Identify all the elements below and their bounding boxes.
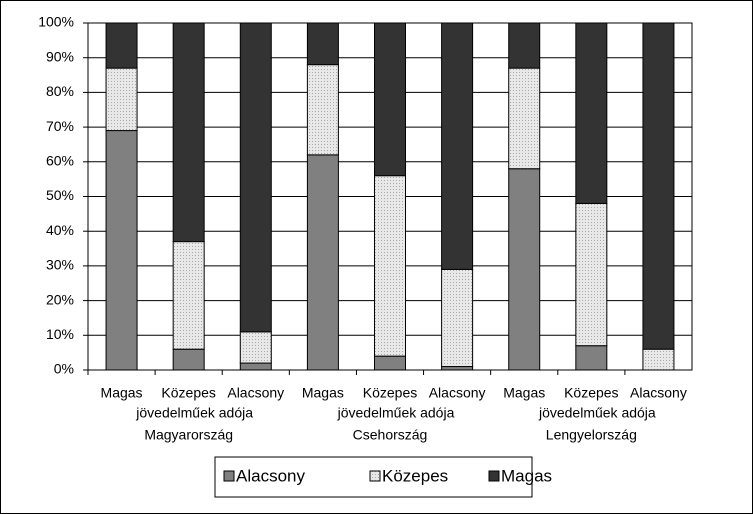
bar-segment — [374, 22, 406, 177]
legend-swatch — [488, 470, 500, 482]
y-tick-label: 10% — [46, 326, 74, 342]
y-tick-label: 70% — [46, 118, 74, 134]
y-tick-label: 100% — [38, 14, 74, 30]
bar-segment — [306, 64, 339, 156]
bar-segment — [306, 154, 339, 371]
x-tick-label: Közepes — [363, 385, 417, 401]
bar-segment — [105, 22, 138, 69]
bar-segment — [508, 22, 541, 69]
bar-segment — [642, 348, 675, 371]
x-tick-label: Magas — [101, 385, 143, 401]
x-tick-label: Alacsony — [429, 385, 486, 401]
bar-segment — [575, 202, 608, 347]
y-tick-label: 30% — [46, 257, 74, 273]
group-label: Csehország — [353, 427, 428, 443]
group-label: Lengyelország — [546, 427, 637, 443]
x-tick-label: Közepes — [161, 385, 215, 401]
legend-swatch — [369, 470, 381, 482]
bar-segment — [172, 241, 205, 350]
legend-swatch — [223, 470, 235, 482]
legend-label: Magas — [501, 466, 552, 485]
x-tick-label: Magas — [302, 385, 344, 401]
bar-segment — [374, 355, 406, 371]
x-tick-label: Magas — [503, 385, 545, 401]
bar-segment — [239, 22, 272, 333]
y-tick-label: 50% — [46, 187, 74, 203]
y-tick-label: 90% — [46, 48, 74, 64]
bar-segment — [239, 362, 272, 371]
bar-segment — [441, 268, 474, 368]
bar-segment — [441, 22, 474, 270]
bar-segment — [374, 175, 406, 357]
group-label: Magyarország — [144, 427, 233, 443]
bar-segment — [306, 22, 339, 66]
bar-segment — [575, 345, 608, 371]
bar-segment — [508, 67, 541, 170]
y-tick-label: 0% — [54, 361, 74, 377]
legend-label: Alacsony — [236, 466, 305, 485]
bar-segment — [172, 22, 205, 243]
group-sublabel: jövedelműek adója — [135, 405, 253, 421]
x-tick-label: Közepes — [564, 385, 618, 401]
bar-segment — [441, 366, 474, 371]
y-tick-label: 40% — [46, 222, 74, 238]
bar-segment — [642, 22, 675, 350]
y-tick-label: 60% — [46, 153, 74, 169]
y-tick-label: 20% — [46, 291, 74, 307]
x-tick-label: Alacsony — [630, 385, 687, 401]
x-tick-label: Alacsony — [227, 385, 284, 401]
bar-segment — [575, 22, 608, 204]
group-sublabel: jövedelműek adója — [337, 405, 455, 421]
bar-segment — [105, 67, 138, 132]
bar-segment — [508, 168, 541, 371]
legend-label: Közepes — [382, 466, 448, 485]
bar-segment — [105, 130, 138, 371]
group-sublabel: jövedelműek adója — [538, 405, 656, 421]
bar-segment — [239, 331, 272, 364]
y-tick-label: 80% — [46, 83, 74, 99]
bar-segment — [172, 348, 205, 371]
